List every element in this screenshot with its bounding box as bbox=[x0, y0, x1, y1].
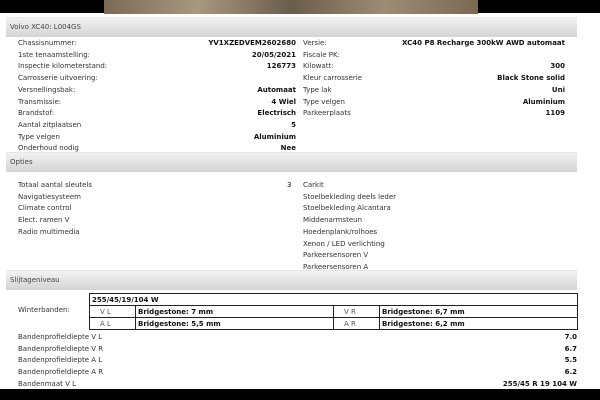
field-label: Fiscale PK: bbox=[303, 50, 340, 59]
tire-pos: A L bbox=[89, 317, 136, 330]
field-value: 6.2 bbox=[564, 368, 577, 377]
field-label: Kleur carrosserie bbox=[303, 74, 363, 83]
section-header-options: Opties bbox=[6, 152, 577, 172]
tire-pos: V L bbox=[89, 305, 136, 318]
field-value: 126773 bbox=[266, 62, 296, 71]
field-value: Nee bbox=[280, 144, 296, 153]
field-value: 1109 bbox=[545, 109, 565, 118]
field-value: 5.5 bbox=[564, 356, 577, 365]
vehicle-photo-strip bbox=[104, 0, 478, 14]
field-value: Automaat bbox=[257, 85, 296, 94]
field-label: Navigatiesysteem bbox=[18, 192, 81, 201]
field-value: Electrisch bbox=[257, 109, 296, 118]
field-value: 300 bbox=[550, 62, 565, 71]
field-label: Parkeerplaats bbox=[303, 109, 351, 118]
field-value: YV1XZEDVEM2602680 bbox=[208, 39, 296, 47]
field-value: 7.0 bbox=[564, 333, 577, 341]
field-value: Black Stone solid bbox=[497, 74, 565, 83]
field-label: Bandenprofieldiepte A R bbox=[18, 368, 104, 377]
field-label: Hoedenplank/rolhoes bbox=[303, 227, 378, 236]
tire-pos: V R bbox=[333, 305, 380, 318]
field-label: Type velgen bbox=[303, 97, 345, 106]
option-value: 3 bbox=[287, 181, 292, 189]
field-label: Carrosserie uitvoering: bbox=[18, 74, 98, 83]
field-label: Middenarmsteun bbox=[303, 216, 363, 225]
field-label: Stoelbekleding Alcantara bbox=[303, 204, 391, 213]
section-title: Slijtageniveau bbox=[10, 276, 60, 284]
field-label: Radio multimedia bbox=[18, 227, 80, 236]
field-label: Elect. ramen V bbox=[18, 215, 70, 224]
tire-pos: A R bbox=[333, 317, 380, 330]
field-label: Bandenprofieldiepte V R bbox=[18, 344, 104, 353]
field-label: Transmissie: bbox=[18, 97, 62, 106]
tire-size: 255/45/19/104 W bbox=[89, 293, 578, 306]
field-label: Chassisnummer: bbox=[18, 39, 77, 47]
tire-value: Bridgestone: 6,7 mm bbox=[379, 305, 578, 318]
field-label: Xenon / LED verlichting bbox=[303, 239, 385, 248]
field-value: 20/05/2021 bbox=[251, 50, 296, 59]
field-label: Kilowatt: bbox=[303, 62, 334, 71]
section-title: Opties bbox=[10, 158, 33, 166]
field-label: Stoelbekleding deels leder bbox=[303, 192, 397, 201]
field-label: Climate control bbox=[18, 204, 72, 213]
field-value: 5 bbox=[291, 120, 296, 129]
field-label: Bandenmaat V L bbox=[18, 379, 76, 388]
field-label: Type lak bbox=[303, 85, 332, 94]
field-label: Carkit bbox=[303, 181, 324, 189]
tire-value: Bridgestone: 5,5 mm bbox=[135, 317, 334, 330]
field-label: Parkeersensoren A bbox=[303, 262, 369, 271]
field-label: Versnellingsbak: bbox=[18, 85, 76, 94]
field-label: Aantal zitplaatsen bbox=[18, 120, 82, 129]
field-label: Onderhoud nodig bbox=[18, 144, 79, 153]
field-value: Aluminium bbox=[253, 132, 296, 141]
section-title: Volvo XC40: L004GS bbox=[10, 23, 81, 31]
field-value: 255/45 R 19 104 W bbox=[502, 379, 577, 388]
option-label: Totaal aantal sleutels bbox=[18, 181, 93, 189]
field-label: Type velgen bbox=[18, 132, 60, 141]
field-label: Bandenprofieldiepte A L bbox=[18, 356, 103, 365]
field-label: Versie: bbox=[303, 39, 327, 47]
field-label: Bandenprofieldiepte V L bbox=[18, 333, 103, 341]
field-value: Uni bbox=[551, 85, 565, 94]
field-value: 4 Wiel bbox=[271, 97, 296, 106]
field-label: Brandstof: bbox=[18, 109, 55, 118]
field-value: 6.7 bbox=[564, 344, 577, 353]
tire-value: Bridgestone: 7 mm bbox=[135, 305, 334, 318]
field-label: Inspectie kilometerstand: bbox=[18, 62, 108, 71]
field-value: XC40 P8 Recharge 300kW AWD automaat bbox=[402, 39, 565, 47]
tire-value: Bridgestone: 6,2 mm bbox=[379, 317, 578, 330]
field-label: 1ste tenaamstelling: bbox=[18, 50, 91, 59]
section-header-wear: Slijtageniveau bbox=[6, 270, 577, 290]
bottom-dark-band bbox=[0, 389, 600, 400]
field-value: Aluminium bbox=[522, 97, 565, 106]
section-header-vehicle: Volvo XC40: L004GS bbox=[6, 17, 577, 37]
field-label: Parkeersensoren V bbox=[303, 251, 369, 260]
